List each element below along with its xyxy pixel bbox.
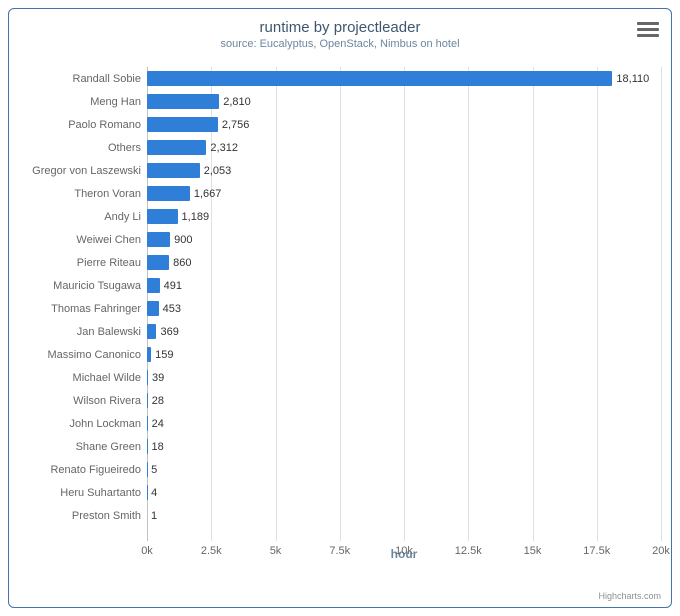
category-label: Jan Balewski xyxy=(77,326,147,338)
bar[interactable] xyxy=(147,186,190,201)
bar[interactable] xyxy=(147,416,148,431)
category-label: Mauricio Tsugawa xyxy=(53,280,147,292)
value-label: 491 xyxy=(164,280,182,292)
bar-row: Jan Balewski369 xyxy=(147,320,661,343)
value-label: 453 xyxy=(163,303,181,315)
bar-row: Thomas Fahringer453 xyxy=(147,297,661,320)
category-label: Theron Voran xyxy=(74,188,147,200)
bar-row: Preston Smith1 xyxy=(147,504,661,527)
category-label: Renato Figueiredo xyxy=(50,464,147,476)
category-label: Randall Sobie xyxy=(73,73,148,85)
plot-wrap: hour 0k2.5k5k7.5k10k12.5k15k17.5k20kRand… xyxy=(17,67,661,563)
category-label: Thomas Fahringer xyxy=(51,303,147,315)
x-tick-label: 15k xyxy=(524,545,542,557)
category-label: Meng Han xyxy=(90,96,147,108)
bar-row: Randall Sobie18,110 xyxy=(147,67,661,90)
bar[interactable] xyxy=(147,140,206,155)
category-label: Michael Wilde xyxy=(73,372,147,384)
plot-area: hour 0k2.5k5k7.5k10k12.5k15k17.5k20kRand… xyxy=(147,67,661,541)
bar[interactable] xyxy=(147,324,156,339)
bar-row: Paolo Romano2,756 xyxy=(147,113,661,136)
bar[interactable] xyxy=(147,117,218,132)
x-tick-label: 20k xyxy=(652,545,670,557)
chart-outer: runtime by projectleader source: Eucalyp… xyxy=(0,0,680,616)
bar-row: Theron Voran1,667 xyxy=(147,182,661,205)
bar[interactable] xyxy=(147,94,219,109)
category-label: Shane Green xyxy=(76,441,147,453)
bar[interactable] xyxy=(147,370,148,385)
x-tick-label: 5k xyxy=(270,545,282,557)
bar-row: Gregor von Laszewski2,053 xyxy=(147,159,661,182)
bar-row: Meng Han2,810 xyxy=(147,90,661,113)
category-label: Wilson Rivera xyxy=(73,395,147,407)
bar[interactable] xyxy=(147,209,178,224)
value-label: 2,810 xyxy=(223,96,251,108)
value-label: 2,756 xyxy=(222,119,250,131)
value-label: 900 xyxy=(174,234,192,246)
bar-row: Andy Li1,189 xyxy=(147,205,661,228)
x-tick-label: 17.5k xyxy=(583,545,610,557)
chart-title: runtime by projectleader xyxy=(9,9,671,36)
bar[interactable] xyxy=(147,163,200,178)
gridline xyxy=(661,67,662,541)
bar[interactable] xyxy=(147,232,170,247)
value-label: 1,189 xyxy=(182,211,210,223)
category-label: Weiwei Chen xyxy=(76,234,147,246)
x-tick-label: 2.5k xyxy=(201,545,222,557)
value-label: 1 xyxy=(151,510,157,522)
value-label: 2,312 xyxy=(210,142,238,154)
value-label: 28 xyxy=(152,395,164,407)
chart-panel: runtime by projectleader source: Eucalyp… xyxy=(8,8,672,608)
bar[interactable] xyxy=(147,255,169,270)
x-tick-label: 7.5k xyxy=(329,545,350,557)
bar-row: Wilson Rivera28 xyxy=(147,389,661,412)
value-label: 860 xyxy=(173,257,191,269)
bar-row: Heru Suhartanto4 xyxy=(147,481,661,504)
bar-row: Shane Green18 xyxy=(147,435,661,458)
chart-subtitle: source: Eucalyptus, OpenStack, Nimbus on… xyxy=(9,38,671,50)
bar[interactable] xyxy=(147,301,159,316)
value-label: 18,110 xyxy=(616,73,649,85)
value-label: 4 xyxy=(151,487,157,499)
category-label: Paolo Romano xyxy=(68,119,147,131)
hamburger-icon[interactable] xyxy=(637,19,659,37)
bar[interactable] xyxy=(147,71,612,86)
category-label: Preston Smith xyxy=(72,510,147,522)
bar-row: Pierre Riteau860 xyxy=(147,251,661,274)
bar-row: Massimo Canonico159 xyxy=(147,343,661,366)
category-label: Others xyxy=(108,142,147,154)
bar[interactable] xyxy=(147,278,160,293)
value-label: 2,053 xyxy=(204,165,232,177)
value-label: 159 xyxy=(155,349,173,361)
bar-row: Weiwei Chen900 xyxy=(147,228,661,251)
category-label: Massimo Canonico xyxy=(47,349,147,361)
category-label: Andy Li xyxy=(104,211,147,223)
category-label: John Lockman xyxy=(69,418,147,430)
value-label: 1,667 xyxy=(194,188,222,200)
x-tick-label: 0k xyxy=(141,545,153,557)
credits-link[interactable]: Highcharts.com xyxy=(598,591,661,601)
bar[interactable] xyxy=(147,393,148,408)
value-label: 369 xyxy=(160,326,178,338)
bar-row: John Lockman24 xyxy=(147,412,661,435)
bar-row: Others2,312 xyxy=(147,136,661,159)
bar-row: Michael Wilde39 xyxy=(147,366,661,389)
category-label: Pierre Riteau xyxy=(77,257,147,269)
x-tick-label: 12.5k xyxy=(455,545,482,557)
value-label: 5 xyxy=(151,464,157,476)
x-tick-label: 10k xyxy=(395,545,413,557)
value-label: 18 xyxy=(151,441,163,453)
bar-row: Mauricio Tsugawa491 xyxy=(147,274,661,297)
category-label: Gregor von Laszewski xyxy=(32,165,147,177)
value-label: 39 xyxy=(152,372,164,384)
bar-row: Renato Figueiredo5 xyxy=(147,458,661,481)
bar[interactable] xyxy=(147,347,151,362)
value-label: 24 xyxy=(152,418,164,430)
category-label: Heru Suhartanto xyxy=(60,487,147,499)
